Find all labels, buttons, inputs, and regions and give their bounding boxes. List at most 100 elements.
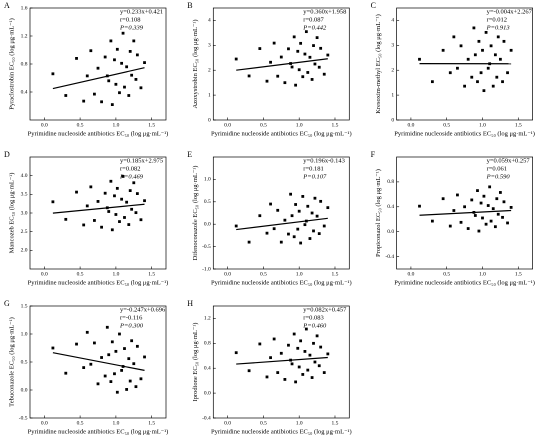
point (143, 355, 146, 359)
point (306, 368, 310, 372)
point (283, 378, 287, 381)
fit-line (52, 203, 145, 214)
point (135, 344, 139, 348)
x-tick-label: 0.0 (407, 271, 414, 277)
point (283, 218, 287, 222)
annotation: y=0.082x+0.457 (303, 306, 347, 313)
plot-frame (396, 156, 533, 270)
point (463, 84, 466, 88)
y-tick-label: 0.0 (21, 387, 28, 393)
point (287, 343, 290, 347)
point (75, 342, 78, 346)
y-tick-label: 2.5 (21, 229, 28, 235)
point (279, 55, 283, 59)
point (107, 210, 111, 213)
x-tick-label: 0.0 (224, 271, 231, 277)
point (234, 351, 238, 355)
annotation: r=0.108 (120, 16, 140, 23)
point (130, 73, 134, 77)
x-tick-label: 1.5 (148, 420, 155, 426)
y-tick-label: 0.8 (387, 179, 394, 185)
point (496, 35, 500, 39)
point (103, 374, 107, 378)
point (308, 55, 312, 59)
point (279, 351, 283, 355)
point (93, 341, 96, 345)
annotation: r=0.012 (487, 16, 507, 23)
annotation: y=0.360x+1.958 (303, 8, 346, 15)
plot-frame (396, 7, 533, 121)
y-tick-label: 2 (391, 67, 394, 73)
x-tick-label: 1.5 (148, 122, 155, 128)
panel-letter: F (371, 150, 376, 159)
point (418, 57, 421, 61)
y-tick-label: 0.8 (21, 61, 28, 67)
annotation: r=0.061 (487, 165, 507, 172)
fit-line (52, 352, 145, 371)
point (488, 185, 492, 189)
point (463, 205, 466, 209)
point (121, 175, 125, 178)
point (448, 224, 452, 228)
point (459, 44, 463, 48)
x-tick-label: 1.0 (112, 420, 119, 426)
point (123, 347, 126, 350)
annotation: P=0.107 (302, 173, 327, 180)
point (502, 200, 506, 204)
panel-letter: E (187, 150, 192, 159)
point (472, 26, 476, 30)
point (476, 80, 479, 84)
point (51, 200, 55, 204)
point (322, 224, 326, 228)
point (317, 65, 321, 69)
y-tick-label: -0.5 (19, 415, 28, 421)
y-axis-label: Azoxystrobin EC₅₀ (log μg·mL⁻¹) (192, 19, 199, 108)
panel: G 0.0 0.5 1.0 1.5 -0.5 0.0 0.5 1.0 1.5 Pyrimidine … (4, 299, 168, 436)
point (128, 379, 132, 383)
point (123, 85, 126, 89)
point (482, 194, 486, 198)
point (114, 82, 118, 86)
point (272, 337, 276, 341)
point (100, 100, 103, 104)
point (466, 57, 470, 61)
point (128, 189, 132, 192)
x-tick-label: 1.0 (296, 420, 303, 426)
point (120, 369, 124, 372)
x-tick-label: 0.0 (41, 122, 48, 128)
point (269, 202, 272, 206)
point (110, 103, 114, 106)
panel: B 0.0 0.5 1.0 1.5 0 1 2 3 4 Pyrimidine nucleoside … (187, 1, 351, 138)
point (509, 48, 513, 52)
point (459, 220, 463, 224)
point (234, 224, 238, 228)
x-tick-label: 0.0 (41, 271, 48, 277)
panel-letter: G (4, 299, 10, 308)
annotation: y=-0.004x+2.267 (487, 8, 533, 15)
x-axis-label: Pyrimidine nucleoside antibiotics EC₅₀ (… (211, 428, 352, 435)
point (299, 241, 303, 245)
x-tick-label: 1.5 (515, 122, 522, 128)
point (258, 342, 262, 346)
point (313, 196, 317, 200)
point (120, 61, 124, 65)
point (317, 364, 321, 368)
point (315, 214, 319, 218)
point (272, 227, 276, 231)
y-tick-label: 0 (208, 117, 211, 123)
annotation: r=0.083 (303, 314, 323, 321)
x-tick-label: 1.5 (332, 271, 339, 277)
point (322, 371, 326, 374)
point (100, 225, 103, 229)
y-tick-label: 0 (391, 117, 394, 123)
point (484, 222, 488, 226)
point (326, 53, 330, 57)
point (118, 332, 121, 336)
annotation: y=0.059x+0.257 (487, 157, 531, 164)
point (470, 75, 474, 79)
point (456, 66, 459, 70)
point (96, 382, 100, 386)
annotation: P=0.442 (302, 24, 327, 31)
y-tick-label: 0.4 (21, 89, 28, 95)
annotation: r=0.181 (303, 165, 323, 172)
